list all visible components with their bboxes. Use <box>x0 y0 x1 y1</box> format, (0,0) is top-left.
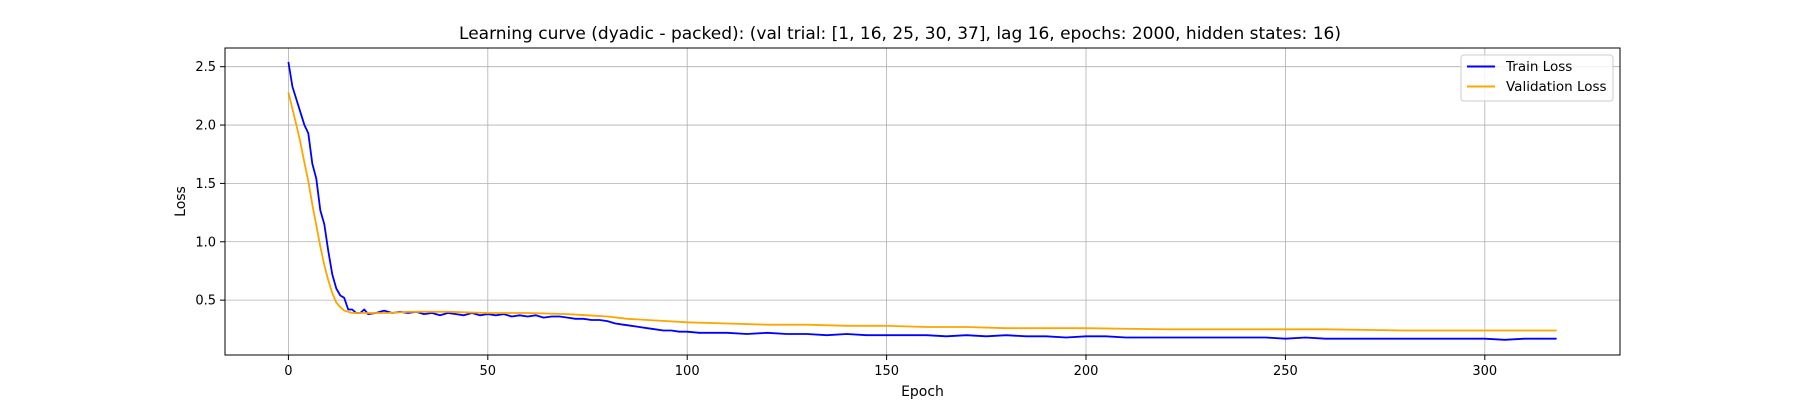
chart-title: Learning curve (dyadic - packed): (val t… <box>459 24 1341 44</box>
x-tick-label-250: 250 <box>1273 364 1298 379</box>
legend-label-validation-loss: Validation Loss <box>1506 79 1607 95</box>
series-lines <box>287 61 1557 341</box>
plot-frame <box>224 47 1621 356</box>
series-line-validation-loss <box>287 92 1557 332</box>
y-tick-label-1.5: 1.5 <box>195 177 216 192</box>
y-axis-label: Loss <box>173 186 189 217</box>
x-tick-label-150: 150 <box>874 364 899 379</box>
x-tick-label-300: 300 <box>1472 364 1497 379</box>
y-tick-label-0.5: 0.5 <box>195 294 216 309</box>
x-axis-label: Epoch <box>901 384 944 400</box>
legend: Train Loss Validation Loss <box>1460 54 1614 102</box>
y-tick-label-2.0: 2.0 <box>195 119 216 134</box>
x-tick-label-100: 100 <box>675 364 700 379</box>
grid <box>225 48 1620 355</box>
y-tick-label-2.5: 2.5 <box>195 60 216 75</box>
y-tick-label-1.0: 1.0 <box>195 235 216 250</box>
x-tick-label-200: 200 <box>1074 364 1099 379</box>
legend-box <box>1460 54 1614 102</box>
legend-label-train-loss: Train Loss <box>1505 59 1572 75</box>
axis-ticks: 0 50 100 150 200 250 300 0.5 1.0 1.5 2.0 2.5 <box>195 60 1497 379</box>
x-tick-label-0: 0 <box>284 364 292 379</box>
x-tick-label-50: 50 <box>480 364 497 379</box>
